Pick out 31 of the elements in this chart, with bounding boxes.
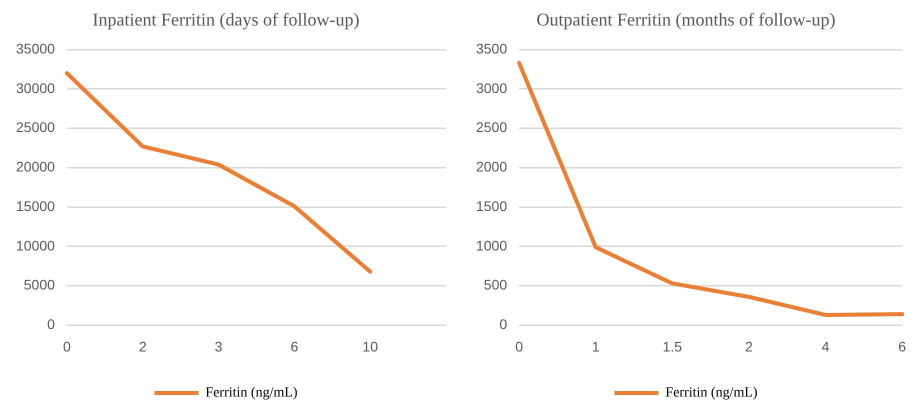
y-tick-label: 25000 (16, 119, 56, 136)
x-tick-label: 0 (515, 338, 524, 354)
x-tick-label: 1.5 (662, 338, 682, 354)
y-tick-label: 3000 (476, 80, 508, 96)
y-tick-label: 500 (484, 276, 508, 293)
y-tick-label: 5000 (24, 276, 56, 293)
x-tick-label: 1 (592, 338, 600, 354)
x-tick-label: 6 (290, 338, 298, 354)
legend-label: Ferritin (ng/mL) (665, 386, 758, 401)
x-tick-label: 10 (362, 338, 378, 354)
x-tick-label: 2 (745, 338, 754, 354)
chart-title: Outpatient Ferritin (months of follow-up) (536, 10, 836, 30)
y-tick-label: 2000 (476, 158, 508, 175)
x-tick-label: 2 (138, 338, 147, 354)
y-tick-label: 15000 (16, 198, 56, 214)
y-tick-label: 0 (47, 316, 56, 332)
y-tick-label: 2500 (476, 119, 508, 136)
x-tick-label: 3 (214, 338, 223, 354)
y-tick-label: 20000 (16, 158, 56, 175)
x-tick-label: 4 (822, 338, 830, 354)
y-tick-label: 1500 (476, 198, 508, 214)
x-tick-label: 0 (63, 338, 72, 354)
y-tick-label: 10000 (16, 237, 56, 254)
y-tick-label: 35000 (16, 40, 56, 56)
y-tick-label: 1000 (476, 237, 508, 254)
legend-label: Ferritin (ng/mL) (205, 386, 298, 401)
y-tick-label: 0 (499, 316, 508, 332)
y-tick-label: 30000 (16, 80, 56, 96)
chart-title: Inpatient Ferritin (days of follow-up) (92, 10, 360, 30)
x-tick-label: 6 (898, 338, 906, 354)
y-tick-label: 3500 (476, 40, 508, 56)
